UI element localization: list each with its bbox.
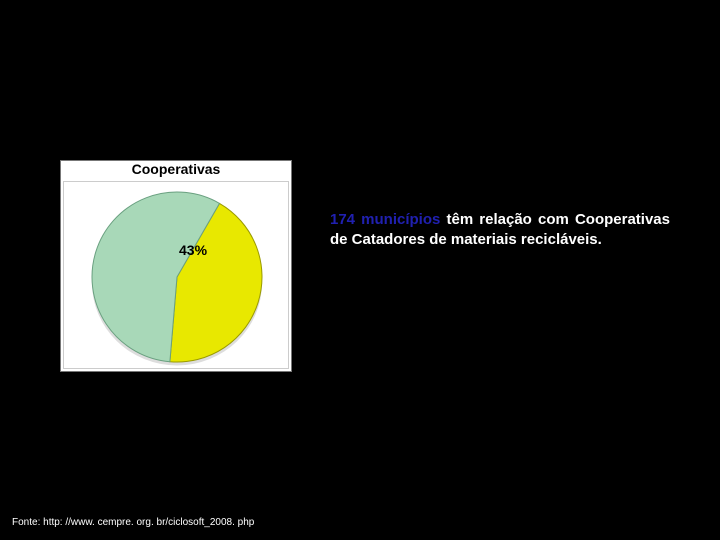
source-citation: Fonte: http: //www. cempre. org. br/cicl…	[12, 517, 254, 528]
description-text: 174 municípios têm relação com Cooperati…	[330, 210, 670, 251]
percent-label: 43%	[179, 242, 207, 258]
slide-stage: Cooperativas 43% 174 municípios têm rela…	[0, 0, 720, 540]
chart-inner: 43%	[63, 181, 289, 369]
pie-chart-svg	[64, 182, 290, 368]
description-highlight: 174 municípios	[330, 211, 440, 228]
pie-chart-box: Cooperativas 43%	[60, 160, 292, 372]
chart-title: Cooperativas	[61, 161, 291, 177]
